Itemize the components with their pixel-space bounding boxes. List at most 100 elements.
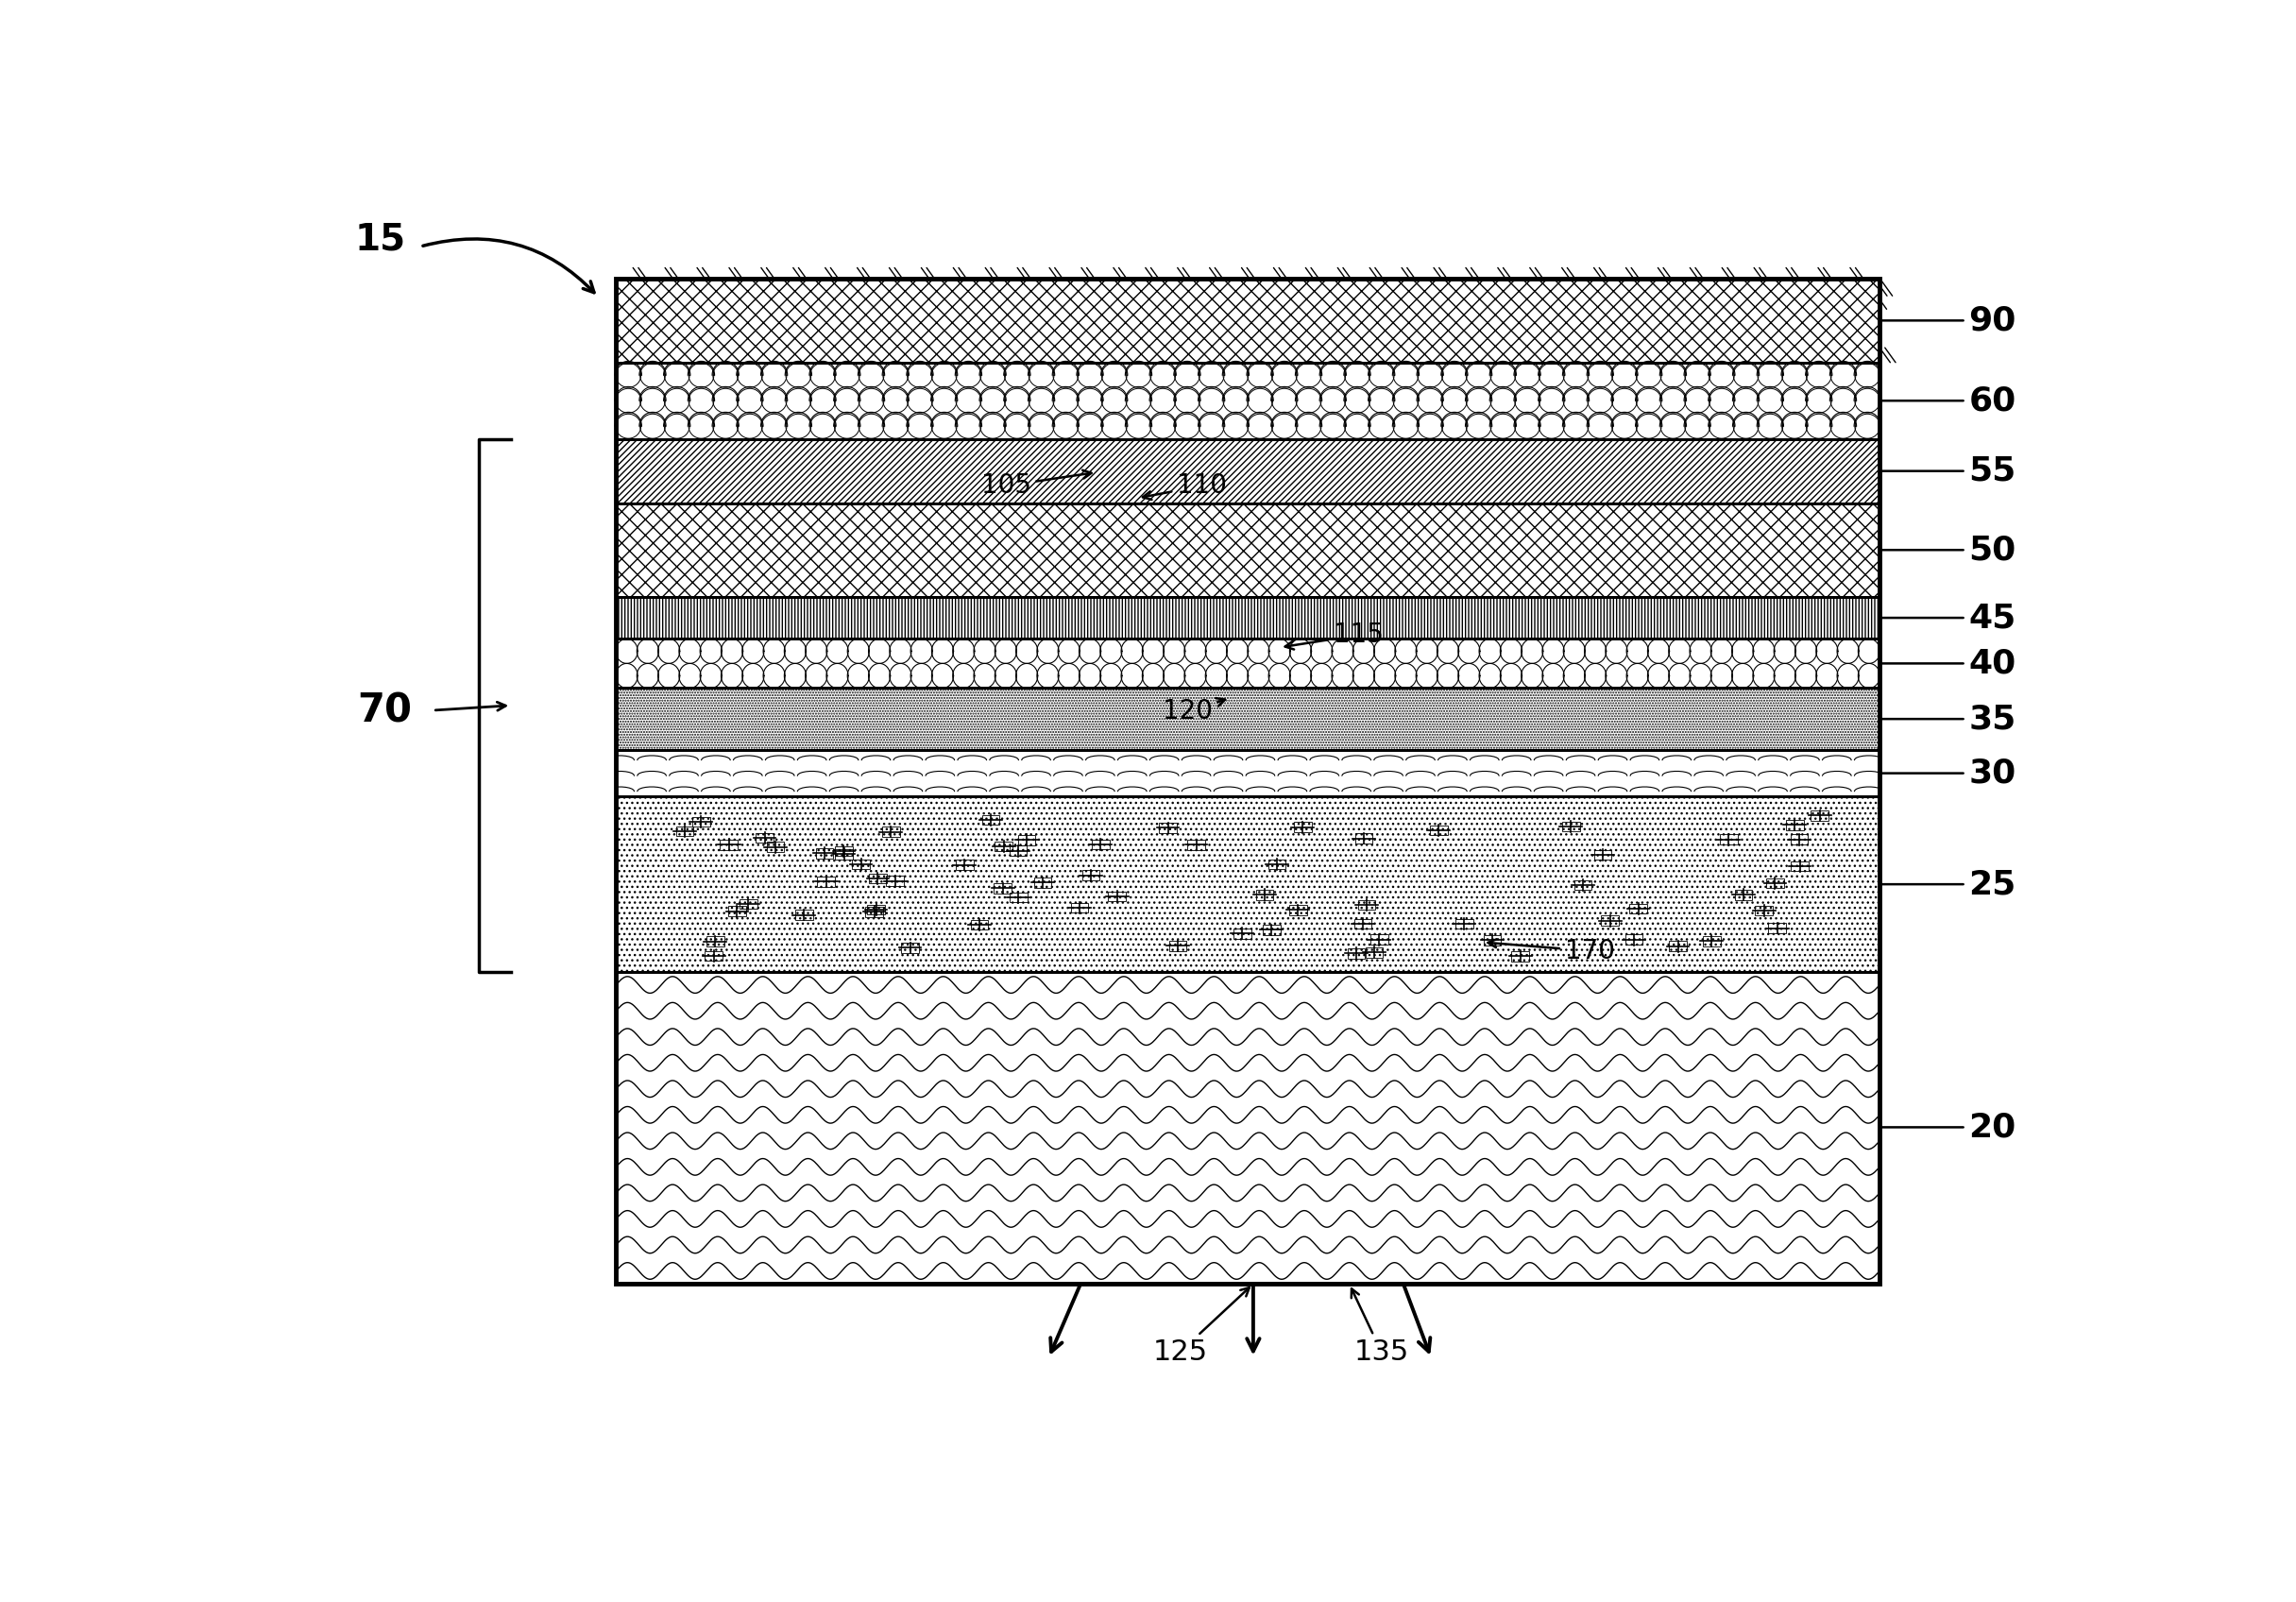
Bar: [1483, 936, 1502, 945]
Bar: [1626, 934, 1642, 945]
Bar: [1720, 835, 1738, 844]
Text: 50: 50: [1883, 533, 2016, 566]
Bar: [1456, 918, 1474, 929]
Bar: [1766, 878, 1784, 888]
Text: 110: 110: [1143, 473, 1226, 500]
Bar: [1366, 947, 1382, 958]
Bar: [615, 362, 1880, 439]
Text: 170: 170: [1488, 937, 1614, 964]
Bar: [994, 883, 1013, 894]
Text: 45: 45: [1883, 602, 2016, 634]
Bar: [1371, 934, 1389, 945]
Bar: [852, 859, 870, 870]
Text: 135: 135: [1352, 1288, 1410, 1365]
Bar: [1754, 905, 1773, 916]
Text: 105: 105: [980, 469, 1091, 500]
Bar: [902, 944, 918, 953]
Bar: [739, 899, 758, 908]
Bar: [836, 846, 852, 855]
Bar: [1669, 942, 1688, 952]
Bar: [615, 503, 1880, 598]
Bar: [1033, 878, 1052, 888]
Bar: [1159, 823, 1178, 833]
Bar: [693, 817, 709, 827]
Bar: [1256, 889, 1274, 900]
Text: 35: 35: [1883, 703, 2016, 735]
Text: 55: 55: [1883, 455, 2016, 487]
Bar: [1791, 835, 1809, 844]
Text: 30: 30: [1883, 758, 2016, 790]
Bar: [1768, 923, 1786, 932]
Bar: [1295, 822, 1311, 831]
Bar: [615, 689, 1880, 750]
Bar: [1593, 849, 1612, 860]
Bar: [615, 439, 1880, 503]
Bar: [1704, 936, 1720, 947]
Text: 15: 15: [354, 221, 406, 256]
Bar: [1600, 916, 1619, 926]
Bar: [615, 279, 1880, 362]
Text: 40: 40: [1883, 647, 2016, 679]
Bar: [1791, 862, 1809, 871]
Bar: [1233, 929, 1251, 939]
Bar: [1267, 859, 1286, 870]
Text: 70: 70: [358, 690, 413, 731]
Bar: [971, 920, 987, 929]
Bar: [983, 815, 999, 825]
Bar: [721, 839, 737, 849]
Bar: [705, 952, 723, 961]
Text: 25: 25: [1883, 868, 2016, 900]
Bar: [886, 876, 905, 886]
Bar: [866, 907, 884, 916]
Bar: [1511, 952, 1529, 961]
Text: 120: 120: [1162, 698, 1226, 724]
Bar: [955, 860, 974, 870]
Bar: [815, 847, 833, 859]
Bar: [615, 750, 1880, 796]
Bar: [615, 279, 1880, 362]
Bar: [1070, 904, 1088, 913]
Bar: [1561, 822, 1580, 831]
Bar: [1169, 940, 1187, 952]
Text: 125: 125: [1153, 1288, 1249, 1365]
Bar: [1812, 811, 1828, 820]
Bar: [794, 910, 813, 920]
Bar: [817, 876, 836, 886]
Bar: [615, 598, 1880, 639]
Text: 60: 60: [1883, 384, 2016, 417]
Bar: [1010, 892, 1026, 902]
Bar: [1575, 879, 1591, 891]
Bar: [1355, 833, 1373, 843]
Bar: [1187, 839, 1205, 849]
Bar: [1290, 905, 1306, 915]
Bar: [767, 843, 785, 852]
Bar: [1357, 900, 1375, 910]
Bar: [994, 841, 1013, 851]
Bar: [1081, 870, 1100, 881]
Bar: [882, 827, 900, 836]
Text: 115: 115: [1286, 622, 1382, 649]
Bar: [728, 907, 746, 916]
Bar: [707, 936, 723, 947]
Bar: [1786, 820, 1805, 830]
Bar: [615, 279, 1880, 1283]
Bar: [1263, 924, 1281, 936]
Bar: [1010, 846, 1026, 855]
Bar: [1733, 889, 1752, 900]
Bar: [1091, 839, 1109, 849]
Bar: [1630, 904, 1646, 913]
Bar: [1109, 891, 1125, 902]
Bar: [1017, 835, 1035, 844]
Bar: [755, 833, 774, 843]
Bar: [868, 905, 884, 915]
Bar: [1430, 825, 1446, 835]
Bar: [868, 873, 886, 884]
Bar: [1348, 948, 1366, 958]
Text: 90: 90: [1883, 304, 2016, 336]
Text: 20: 20: [1883, 1112, 2016, 1144]
Bar: [615, 639, 1880, 689]
Bar: [1355, 920, 1371, 929]
Bar: [615, 796, 1880, 972]
Bar: [615, 972, 1880, 1283]
Bar: [836, 849, 852, 859]
